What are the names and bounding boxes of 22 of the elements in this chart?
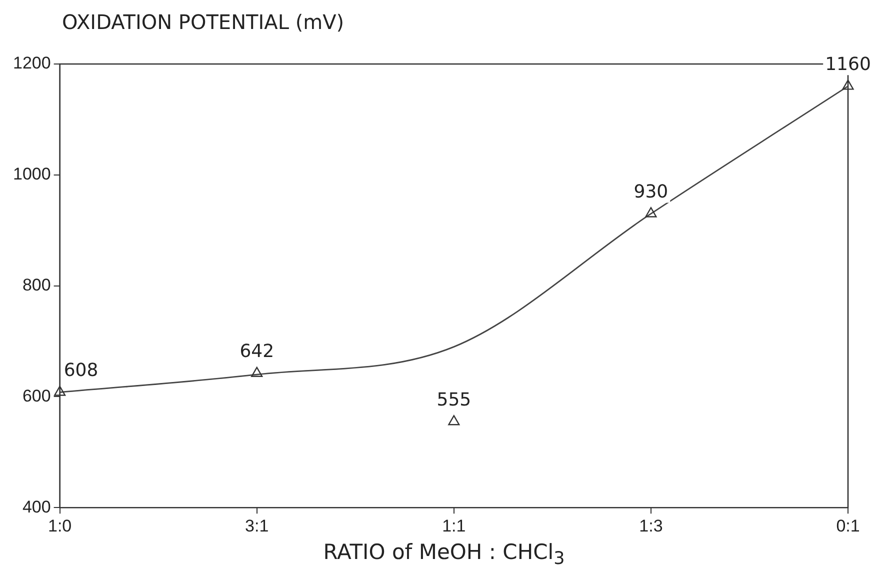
data-label: 642 [240, 341, 274, 362]
point [645, 207, 657, 218]
data-label: 555 [436, 389, 472, 410]
x-tick-label: 1:1 [442, 516, 466, 536]
y-tick-label: 1200 [12, 54, 51, 73]
x-tick-label: 3:1 [245, 516, 269, 536]
point [448, 415, 460, 426]
x-tick-label: 1:0 [48, 516, 72, 536]
point [54, 386, 66, 396]
x-tick-label: 1:3 [639, 516, 663, 536]
y-tick-label: 800 [22, 275, 51, 294]
y-tick-label: 1000 [12, 164, 51, 184]
y-tick-label: 600 [22, 386, 51, 406]
data-label: 1160 [825, 54, 871, 75]
y-axis-title: OXIDATION POTENTIAL (mV) [62, 10, 344, 34]
x-tick-label: 0:1 [836, 516, 860, 536]
point [251, 366, 263, 378]
y-tick-label: 400 [22, 497, 51, 516]
data-label: 930 [634, 181, 668, 202]
x-axis-title: RATIO of MeOH : CHCl$_{3}$ [322, 540, 566, 570]
point [842, 80, 854, 90]
data-label: 608 [64, 360, 98, 381]
